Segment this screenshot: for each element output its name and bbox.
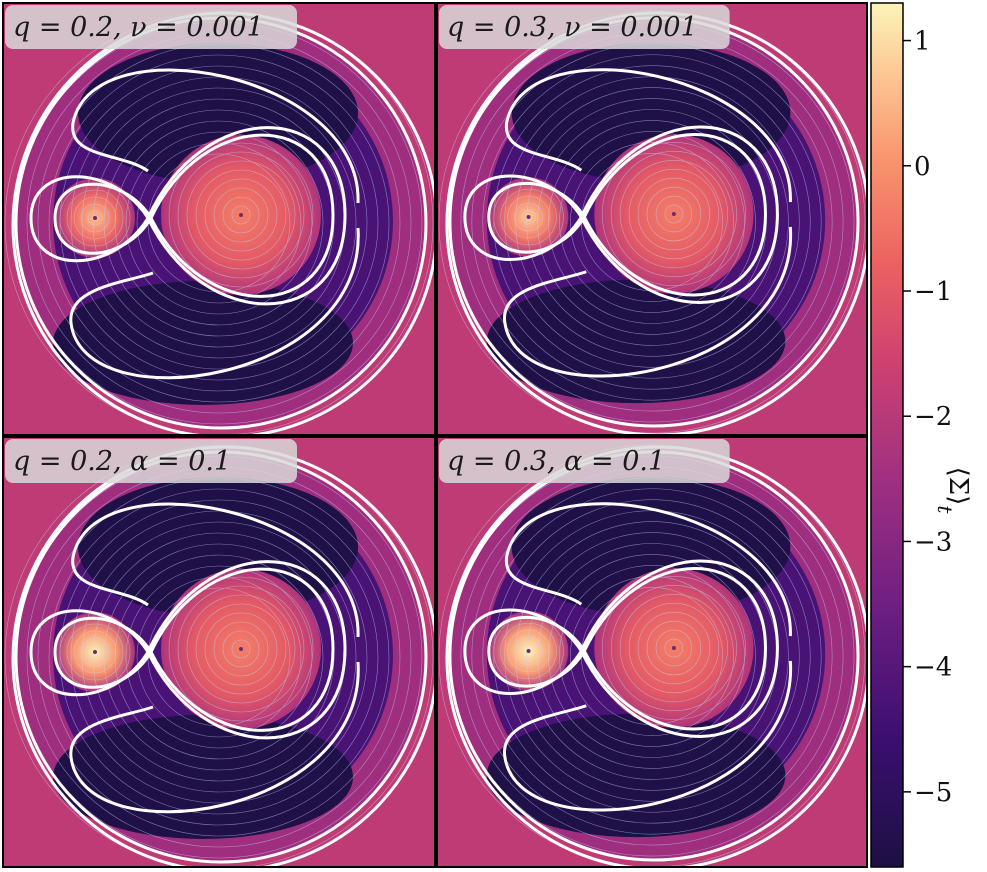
streamlines bbox=[4, 10, 434, 435]
panel-3: q = 0.2, α = 0.1 bbox=[2, 436, 436, 868]
colorbar-tick-label: −4 bbox=[914, 653, 952, 683]
primary-star bbox=[671, 646, 676, 651]
colorbar-label: ⟨Σ⟩t bbox=[933, 467, 973, 515]
panel-label: q = 0.3, ν = 0.001 bbox=[439, 5, 730, 49]
panel-label-text: q = 0.3, α = 0.1 bbox=[447, 446, 665, 477]
secondary-star bbox=[93, 216, 97, 220]
primary-star bbox=[239, 647, 243, 651]
panels: q = 0.2, ν = 0.001 q = 0.3, ν = 0.001 q = … bbox=[2, 2, 868, 868]
colorbar-tick-label: −3 bbox=[914, 527, 952, 557]
secondary-star bbox=[526, 649, 531, 654]
panel-label-text: q = 0.2, ν = 0.001 bbox=[13, 12, 264, 43]
primary-star bbox=[671, 212, 676, 217]
gap-lobe-upper bbox=[78, 477, 358, 617]
panel-frame bbox=[436, 436, 868, 868]
primary-star bbox=[239, 213, 243, 217]
colorbar-tick-label: −2 bbox=[914, 402, 952, 432]
colorbar-scale bbox=[870, 2, 904, 868]
panel-2: q = 0.3, ν = 0.001 bbox=[436, 2, 868, 436]
gap-lobe-upper bbox=[511, 42, 791, 183]
secondary-star bbox=[93, 650, 97, 654]
panel-1: q = 0.2, ν = 0.001 bbox=[2, 2, 436, 436]
panel-frame bbox=[2, 2, 436, 436]
gap-lobe-upper bbox=[511, 476, 791, 617]
colorbar: 1 0 −1 −2 −3 −4 −5 ⟨Σ⟩t bbox=[870, 2, 973, 868]
panel-label: q = 0.3, α = 0.1 bbox=[439, 439, 730, 483]
panel-frame bbox=[2, 436, 436, 868]
panel-frame bbox=[436, 2, 868, 436]
panel-label: q = 0.2, α = 0.1 bbox=[5, 439, 297, 483]
panel-label: q = 0.2, ν = 0.001 bbox=[5, 5, 297, 49]
colorbar-tick-label: −1 bbox=[914, 277, 952, 307]
secondary-star bbox=[526, 215, 531, 220]
colorbar-tick-label: −5 bbox=[914, 778, 952, 808]
colorbar-tick-label: 0 bbox=[914, 152, 931, 182]
panel-label-text: q = 0.3, ν = 0.001 bbox=[447, 12, 698, 43]
panel-label-text: q = 0.2, α = 0.1 bbox=[13, 446, 231, 477]
gap-lobe-upper bbox=[78, 43, 358, 183]
panel-4: q = 0.3, α = 0.1 bbox=[436, 436, 868, 868]
colorbar-tick-label: 1 bbox=[914, 27, 931, 57]
